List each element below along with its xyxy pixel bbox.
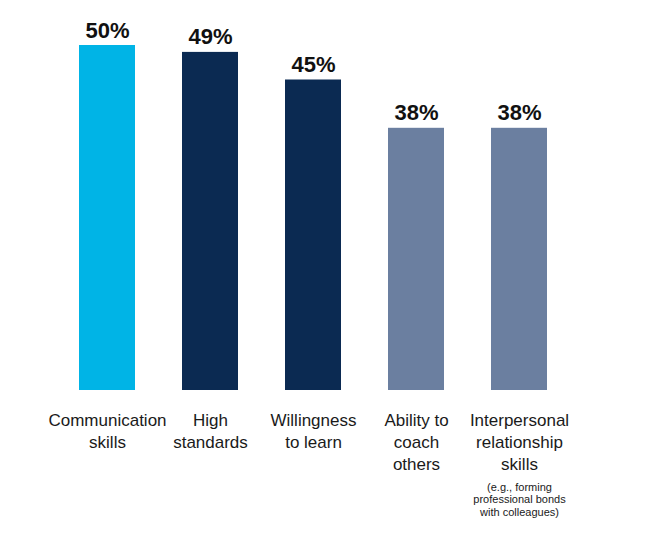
svg-text:38%: 38% [394,100,438,125]
svg-text:(e.g., formingprofessional bon: (e.g., formingprofessional bondswith col… [473,481,566,517]
svg-text:Willingnessto learn: Willingnessto learn [271,411,357,452]
svg-text:45%: 45% [291,52,335,77]
svg-text:38%: 38% [497,100,541,125]
svg-text:50%: 50% [85,18,129,43]
svg-text:Communicationskills: Communicationskills [48,411,166,452]
svg-text:Interpersonalrelationshipskill: Interpersonalrelationshipskills [470,411,569,474]
svg-text:Highstandards: Highstandards [173,411,248,452]
svg-text:Ability tocoachothers: Ability tocoachothers [384,411,448,474]
svg-text:49%: 49% [188,24,232,49]
